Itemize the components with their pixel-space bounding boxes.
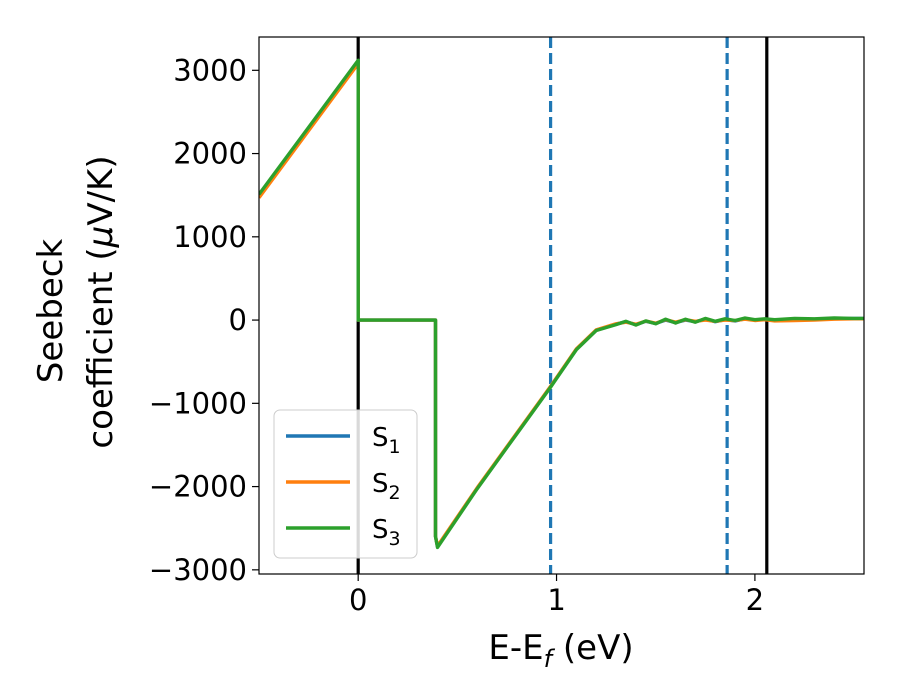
y-tick-label: −1000 [149,386,247,420]
plot-frame [258,36,865,575]
legend-box [273,409,418,559]
y-axis-title-line1: Seebeck [31,239,71,384]
y-tick-label: 2000 [173,137,247,171]
y-axis-title: Seebeck coefficient (μV/K) [31,155,121,448]
x-tick-label: 1 [547,583,565,617]
x-tick-label: 2 [746,583,764,617]
series-line-s3 [259,58,864,550]
y-axis-ticks: 3000 2000 1000 0 −1000 −2000 −3000 [149,53,259,587]
y-tick-label: 0 [229,303,247,337]
y-tick-label: 1000 [173,220,247,254]
legend: S1 S2 S3 [273,409,418,559]
x-tick-label: 0 [349,583,367,617]
y-axis-title-line2: coefficient (μV/K) [81,155,121,448]
legend-label-s1: S1 [372,423,401,458]
y-tick-label: −2000 [149,470,247,504]
x-axis-ticks: 0 1 2 [349,574,764,617]
legend-label-s3: S3 [372,515,401,550]
x-axis-title: E-Ef (eV) [488,628,633,673]
reference-lines [356,37,769,574]
y-tick-label: −3000 [149,553,247,587]
series-group [259,58,864,550]
legend-label-s2: S2 [372,469,401,504]
y-tick-label: 3000 [173,53,247,87]
